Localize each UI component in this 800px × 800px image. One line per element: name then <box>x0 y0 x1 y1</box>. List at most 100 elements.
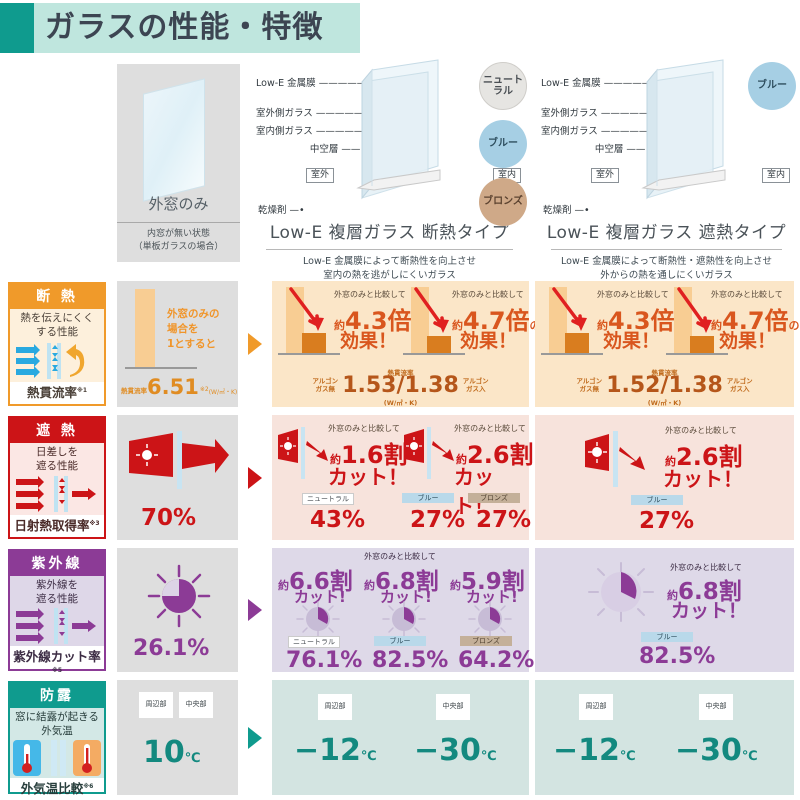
heat-flow-icon <box>10 339 104 382</box>
leader-inner-glass: 室内側ガラス ———————• <box>541 126 673 137</box>
u-value-number: 6.51 <box>147 375 199 399</box>
cut-label: カット！ <box>671 600 748 622</box>
chip-blue: ブルー <box>374 636 426 647</box>
header-col-shading-type: Low-E 金属膜 ——————— 室外側ガラス ——————• 室内側ガラス … <box>533 58 800 281</box>
cut-value: 約6.8割 <box>667 579 742 605</box>
tag-center: 中央部 <box>436 694 470 720</box>
value-pane: 外窓のみと比較して 約4.3倍の 効果！ 外窓のみと比較して 約4.7倍の 効果… <box>535 281 800 407</box>
color-swatch-group: ニュートラル ブルー ブロンズ <box>479 62 527 236</box>
tag-outside: 室外 <box>591 168 620 183</box>
desc-line1: Low-E 金属膜によって断熱性を向上させ <box>303 256 476 267</box>
footnote-marker: ※6 <box>83 783 94 791</box>
compare-note-2: 外窓のみと比較して <box>454 424 526 433</box>
effect-label: 効果！ <box>603 330 661 352</box>
baseline-value: 70% <box>141 505 197 531</box>
label-sub-line2: する性能 <box>35 325 78 338</box>
baseline-note: 外窓のみの 場合を 1とすると <box>167 307 220 353</box>
leader-outer-glass: 室外側ガラス ——————• <box>256 108 379 119</box>
argon-value: 1.53/1.38 <box>342 373 459 398</box>
u-value-caption: 熱貫流率 <box>651 369 678 377</box>
compare-axis <box>278 353 340 355</box>
compare-bar-short <box>302 333 326 353</box>
baseline-note-line2: 場合を <box>167 323 199 336</box>
baseline-temp-group: 10℃ <box>143 738 201 768</box>
value-cell-shading-type: 周辺部 中央部 −12℃ −30℃ <box>533 677 800 798</box>
compare-note: 外窓のみと比較して <box>364 552 436 561</box>
effect-label: 効果！ <box>340 330 398 352</box>
value-pane: 外窓のみと比較して 約1.6割 カット！ ニュートラル 43% 外窓のみと比較し… <box>272 415 534 540</box>
down-arrow-icon-2 <box>414 287 449 333</box>
down-arrow-icon-2 <box>677 287 712 333</box>
chip-bronze: ブロンズ <box>468 493 520 504</box>
chip-pct-neutral: 43% <box>310 507 366 533</box>
value-pane: 外窓のみと比較して 約2.6割 カット！ ブルー 27% <box>535 415 794 540</box>
sun-cut-icon <box>585 431 645 487</box>
compare-note: 外窓のみと比較して <box>665 426 737 435</box>
solar-heat-icon <box>10 473 104 515</box>
compare-bar-short <box>565 333 589 353</box>
compare-note: 外窓のみと比較して <box>334 290 406 299</box>
argon-label-right: アルゴン ガス入 <box>726 377 753 393</box>
label-card-uv: 紫外線 紫外線を 遮る性能 <box>8 549 106 675</box>
swatch-bronze[interactable]: ブロンズ <box>479 178 527 226</box>
sun-cut-icon <box>278 427 328 479</box>
cut-value-blue: 約6.8割 <box>364 569 439 595</box>
column-title-shading: Low-E 複層ガラス 遮熱タイプ <box>546 223 787 243</box>
cut-label: カット！ <box>663 467 743 491</box>
label-sub: 紫外線を 遮る性能 <box>36 579 78 606</box>
arrow-right-icon <box>248 726 262 749</box>
leader-lowe-film: Low-E 金属膜 ——————— <box>256 78 386 89</box>
chip-pct-blue: 27% <box>410 507 466 533</box>
tag-center: 中央部 <box>179 692 213 718</box>
temp-center-group: −30℃ <box>675 736 758 766</box>
value-pane: 外窓のみと比較して 約4.3倍の 効果！ 外窓のみと比較して 約4.7倍の 効果… <box>272 281 541 407</box>
label-sub-line2: 遮る性能 <box>36 592 78 605</box>
table-row-shading: 遮 熱 日差しを 遮る性能 <box>0 412 800 543</box>
compare-bar-tall <box>549 287 567 353</box>
baseline-cell-insulation: 外窓のみの 場合を 1とすると 熱貫流率 6.51 ※2(W/㎡・K) <box>112 278 242 410</box>
effect-label-2: 効果！ <box>719 330 777 352</box>
compare-note-2: 外窓のみと比較して <box>711 290 783 299</box>
sample-caption: 外窓のみ <box>148 195 209 213</box>
double-glazing-svg <box>641 59 726 200</box>
title-accent-block <box>0 3 34 53</box>
chip-pct-bronze: 64.2% <box>458 648 535 673</box>
baseline-cell-shading: 70% <box>112 412 242 543</box>
thermometer-compare-icon <box>10 738 104 778</box>
glass-diagram-shading: Low-E 金属膜 ——————— 室外側ガラス ——————• 室内側ガラス … <box>533 58 800 216</box>
compare-bar-short-2 <box>427 336 451 353</box>
swatch-blue[interactable]: ブルー <box>479 120 527 168</box>
chip-pct-blue: 82.5% <box>372 648 449 673</box>
chip-neutral: ニュートラル <box>302 493 354 506</box>
swatch-blue[interactable]: ブルー <box>748 62 796 110</box>
compare-note: 外窓のみと比較して <box>328 424 400 433</box>
label-sub-line1: 日差しを <box>36 446 78 458</box>
desc-line1: Low-E 金属膜によって断熱性・遮熱性を向上させ <box>561 256 772 267</box>
cut-label-neutral: カット! <box>294 588 346 606</box>
chip-blue: ブルー <box>631 495 683 506</box>
baseline-temp-unit: ℃ <box>184 751 201 766</box>
footnote-marker: ※1 <box>77 386 88 394</box>
color-swatch-group: ブルー <box>748 62 796 120</box>
swatch-neutral[interactable]: ニュートラル <box>479 62 527 110</box>
desc-line2: 外からの熱を通しにくいガラス <box>600 270 733 282</box>
cut-label-bronze: カット! <box>466 588 518 606</box>
label-sub-line1: 窓に結露が起きる <box>15 711 99 723</box>
compare-axis-2 <box>666 353 728 355</box>
label-sub-line2: 遮る性能 <box>36 459 78 472</box>
desc-line2: 室内の熱を逃がしにくいガラス <box>323 270 456 282</box>
baseline-pane: 外窓のみの 場合を 1とすると 熱貫流率 6.51 ※2(W/㎡・K) <box>117 281 238 407</box>
temp-center-unit: ℃ <box>741 749 758 764</box>
double-glazing-svg <box>356 59 441 200</box>
argon-value-group: アルゴン ガス無 1.52/1.38 アルゴン ガス入 <box>535 375 794 397</box>
label-body: 窓に結露が起きる 外気温 <box>10 708 104 779</box>
argon-unit: (W/㎡・K) <box>647 399 682 407</box>
column-desc-shading: Low-E 金属膜によって断熱性・遮熱性を向上させ 外からの熱を通しにくいガラス <box>533 255 800 284</box>
cut-value-2: 約2.6割 <box>456 441 534 469</box>
glass-pane-shape <box>143 78 205 202</box>
chip-pct-blue: 82.5% <box>639 644 716 669</box>
u-value-label: 熱貫流率 <box>121 387 147 395</box>
footnote-marker: ※5 <box>51 667 62 675</box>
arrow-cell <box>242 677 268 798</box>
cut-value: 約2.6割 <box>665 443 743 471</box>
